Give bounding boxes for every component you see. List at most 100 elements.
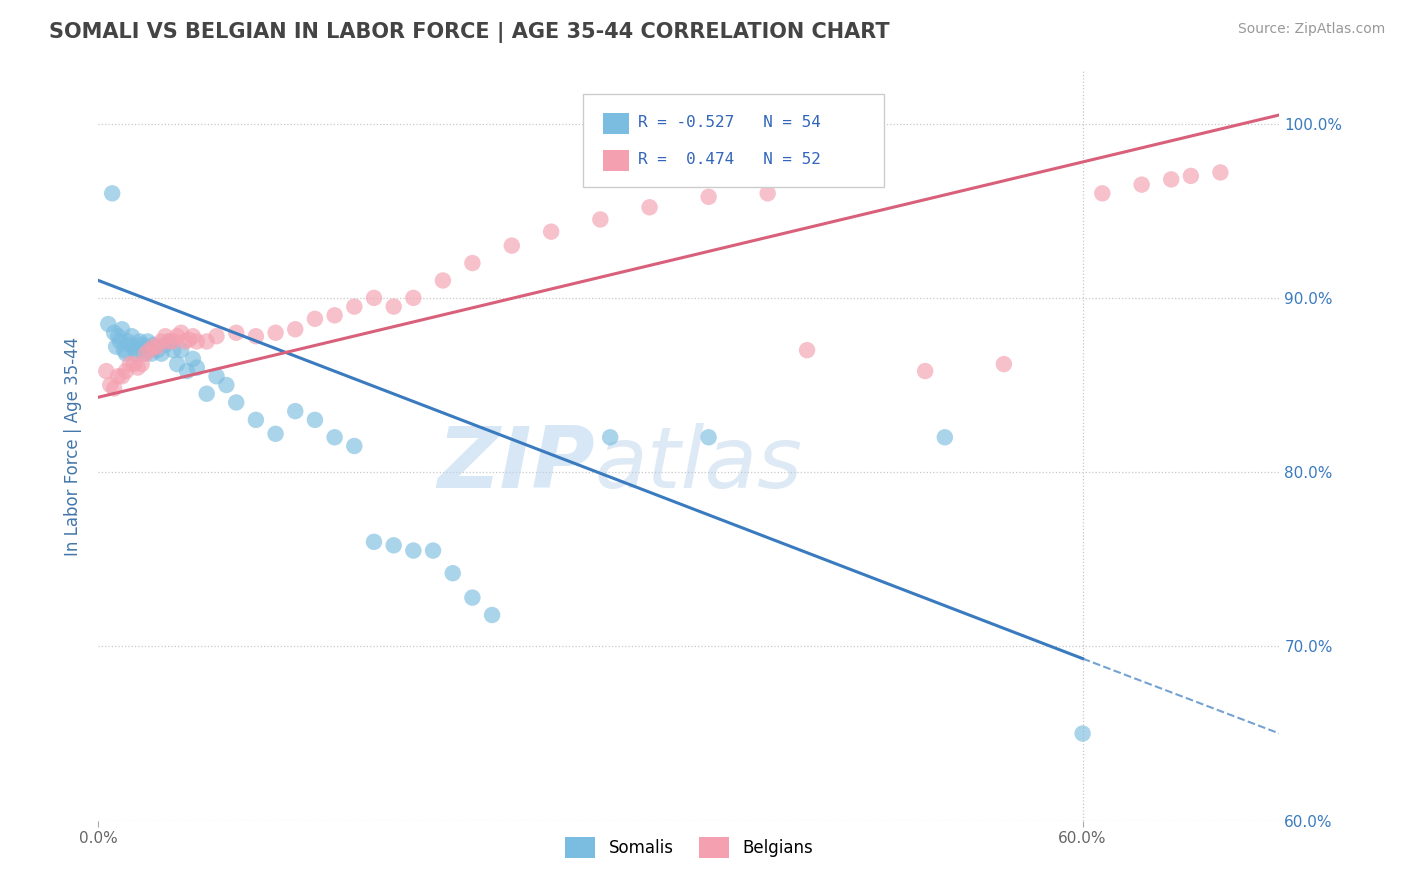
Text: R = -0.527   N = 54: R = -0.527 N = 54: [638, 115, 821, 130]
Point: [1130, 178, 1153, 192]
Point: [128, 334, 150, 349]
Text: ZIP: ZIP: [437, 423, 595, 507]
Point: [122, 357, 145, 371]
Point: [131, 338, 153, 352]
Point: [225, 326, 247, 340]
Point: [599, 430, 621, 444]
Point: [103, 326, 125, 340]
Point: [98, 378, 121, 392]
Point: [540, 225, 562, 239]
Point: [138, 343, 160, 358]
Point: [162, 334, 184, 349]
Point: [157, 334, 180, 349]
Point: [697, 190, 720, 204]
Point: [205, 329, 228, 343]
Point: [245, 329, 267, 343]
Point: [796, 343, 818, 358]
Point: [107, 329, 129, 343]
Point: [142, 338, 165, 352]
Text: Source: ZipAtlas.com: Source: ZipAtlas.com: [1237, 22, 1385, 37]
Point: [756, 186, 779, 201]
Point: [138, 343, 160, 358]
Point: [501, 238, 523, 252]
Point: [127, 360, 149, 375]
Point: [432, 273, 454, 287]
Point: [111, 322, 134, 336]
Point: [589, 212, 612, 227]
Point: [136, 334, 159, 349]
Point: [105, 340, 128, 354]
Bar: [603, 112, 628, 134]
Point: [1209, 165, 1232, 179]
Point: [122, 340, 145, 354]
Point: [135, 340, 157, 354]
Point: [215, 378, 238, 392]
Point: [170, 326, 193, 340]
Point: [343, 300, 366, 314]
Point: [422, 543, 444, 558]
Point: [146, 340, 169, 354]
Point: [121, 329, 143, 343]
Point: [170, 343, 193, 358]
Point: [195, 386, 218, 401]
Point: [155, 338, 177, 352]
Point: [115, 346, 138, 360]
Point: [162, 343, 184, 358]
Point: [181, 351, 204, 366]
Point: [363, 291, 385, 305]
Point: [97, 317, 120, 331]
Text: atlas: atlas: [595, 423, 803, 507]
Point: [461, 256, 484, 270]
Point: [481, 607, 503, 622]
Point: [441, 566, 464, 581]
Point: [402, 291, 425, 305]
Point: [166, 357, 188, 371]
Point: [174, 334, 197, 349]
Point: [115, 364, 138, 378]
Point: [150, 346, 173, 360]
Point: [166, 329, 188, 343]
Point: [146, 343, 169, 358]
Point: [186, 360, 208, 375]
Point: [343, 439, 366, 453]
Point: [141, 346, 163, 360]
Point: [1180, 169, 1202, 183]
Point: [96, 364, 118, 378]
Point: [914, 364, 936, 378]
Point: [127, 343, 149, 358]
Point: [402, 543, 425, 558]
Point: [117, 334, 139, 349]
Point: [461, 591, 484, 605]
Point: [697, 430, 720, 444]
Point: [993, 357, 1015, 371]
Point: [107, 369, 129, 384]
Point: [181, 329, 204, 343]
Point: [934, 430, 956, 444]
Point: [264, 426, 287, 441]
Point: [363, 534, 385, 549]
Text: SOMALI VS BELGIAN IN LABOR FORCE | AGE 35-44 CORRELATION CHART: SOMALI VS BELGIAN IN LABOR FORCE | AGE 3…: [49, 22, 890, 44]
Point: [157, 334, 180, 349]
Point: [323, 430, 346, 444]
Point: [132, 346, 155, 360]
Point: [103, 382, 125, 396]
Point: [323, 308, 346, 322]
Point: [131, 357, 153, 371]
Point: [284, 322, 307, 336]
Bar: [603, 150, 628, 171]
Point: [108, 334, 131, 349]
Point: [177, 333, 200, 347]
Point: [1091, 186, 1114, 201]
Point: [638, 200, 661, 214]
Point: [125, 346, 148, 360]
Point: [150, 334, 173, 349]
Point: [112, 343, 135, 358]
Text: R =  0.474   N = 52: R = 0.474 N = 52: [638, 152, 821, 167]
Point: [284, 404, 307, 418]
Point: [195, 334, 218, 349]
Point: [135, 346, 157, 360]
Point: [304, 413, 326, 427]
Point: [304, 311, 326, 326]
Point: [382, 538, 405, 552]
Point: [111, 369, 134, 384]
